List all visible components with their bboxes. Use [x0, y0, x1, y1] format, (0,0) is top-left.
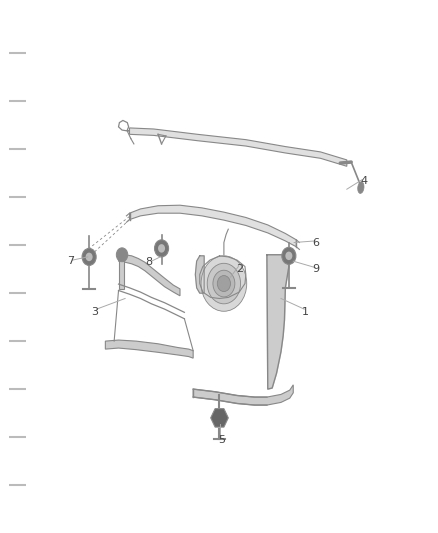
Polygon shape — [129, 128, 346, 166]
Circle shape — [82, 248, 96, 265]
Circle shape — [281, 247, 295, 264]
Text: 6: 6 — [312, 238, 319, 247]
Polygon shape — [266, 255, 288, 389]
Polygon shape — [105, 340, 193, 358]
Circle shape — [212, 270, 234, 297]
Text: 8: 8 — [145, 257, 152, 267]
Text: 1: 1 — [301, 307, 308, 317]
Text: 4: 4 — [360, 176, 367, 186]
Circle shape — [116, 248, 127, 262]
Polygon shape — [193, 385, 293, 405]
Circle shape — [207, 263, 240, 304]
Circle shape — [201, 256, 246, 311]
Polygon shape — [118, 255, 180, 296]
Circle shape — [154, 240, 168, 257]
Polygon shape — [129, 205, 296, 247]
Circle shape — [217, 276, 230, 292]
Polygon shape — [195, 256, 204, 293]
Polygon shape — [118, 251, 124, 289]
Text: 2: 2 — [235, 264, 242, 274]
Text: 3: 3 — [91, 307, 98, 317]
Ellipse shape — [357, 182, 363, 193]
Circle shape — [158, 244, 165, 253]
Circle shape — [285, 252, 292, 260]
Text: 5: 5 — [218, 435, 225, 445]
Text: 7: 7 — [67, 256, 74, 266]
Circle shape — [85, 253, 92, 261]
Text: 9: 9 — [312, 264, 319, 274]
